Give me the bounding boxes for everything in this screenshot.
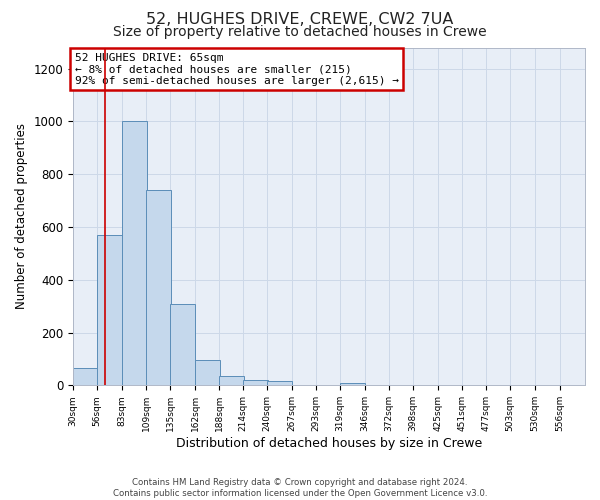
Bar [73,368,98,386]
Text: 52 HUGHES DRIVE: 65sqm
← 8% of detached houses are smaller (215)
92% of semi-det: 52 HUGHES DRIVE: 65sqm ← 8% of detached … [75,53,399,86]
Bar [195,360,220,386]
Text: 52, HUGHES DRIVE, CREWE, CW2 7UA: 52, HUGHES DRIVE, CREWE, CW2 7UA [146,12,454,28]
Bar [170,304,195,386]
Text: Size of property relative to detached houses in Crewe: Size of property relative to detached ho… [113,25,487,39]
Bar [219,376,244,386]
Bar [340,382,365,386]
X-axis label: Distribution of detached houses by size in Crewe: Distribution of detached houses by size … [176,437,482,450]
Bar [122,122,147,386]
Bar [243,380,268,386]
Y-axis label: Number of detached properties: Number of detached properties [15,124,28,310]
Bar [146,190,171,386]
Bar [97,235,122,386]
Bar [267,382,292,386]
Text: Contains HM Land Registry data © Crown copyright and database right 2024.
Contai: Contains HM Land Registry data © Crown c… [113,478,487,498]
